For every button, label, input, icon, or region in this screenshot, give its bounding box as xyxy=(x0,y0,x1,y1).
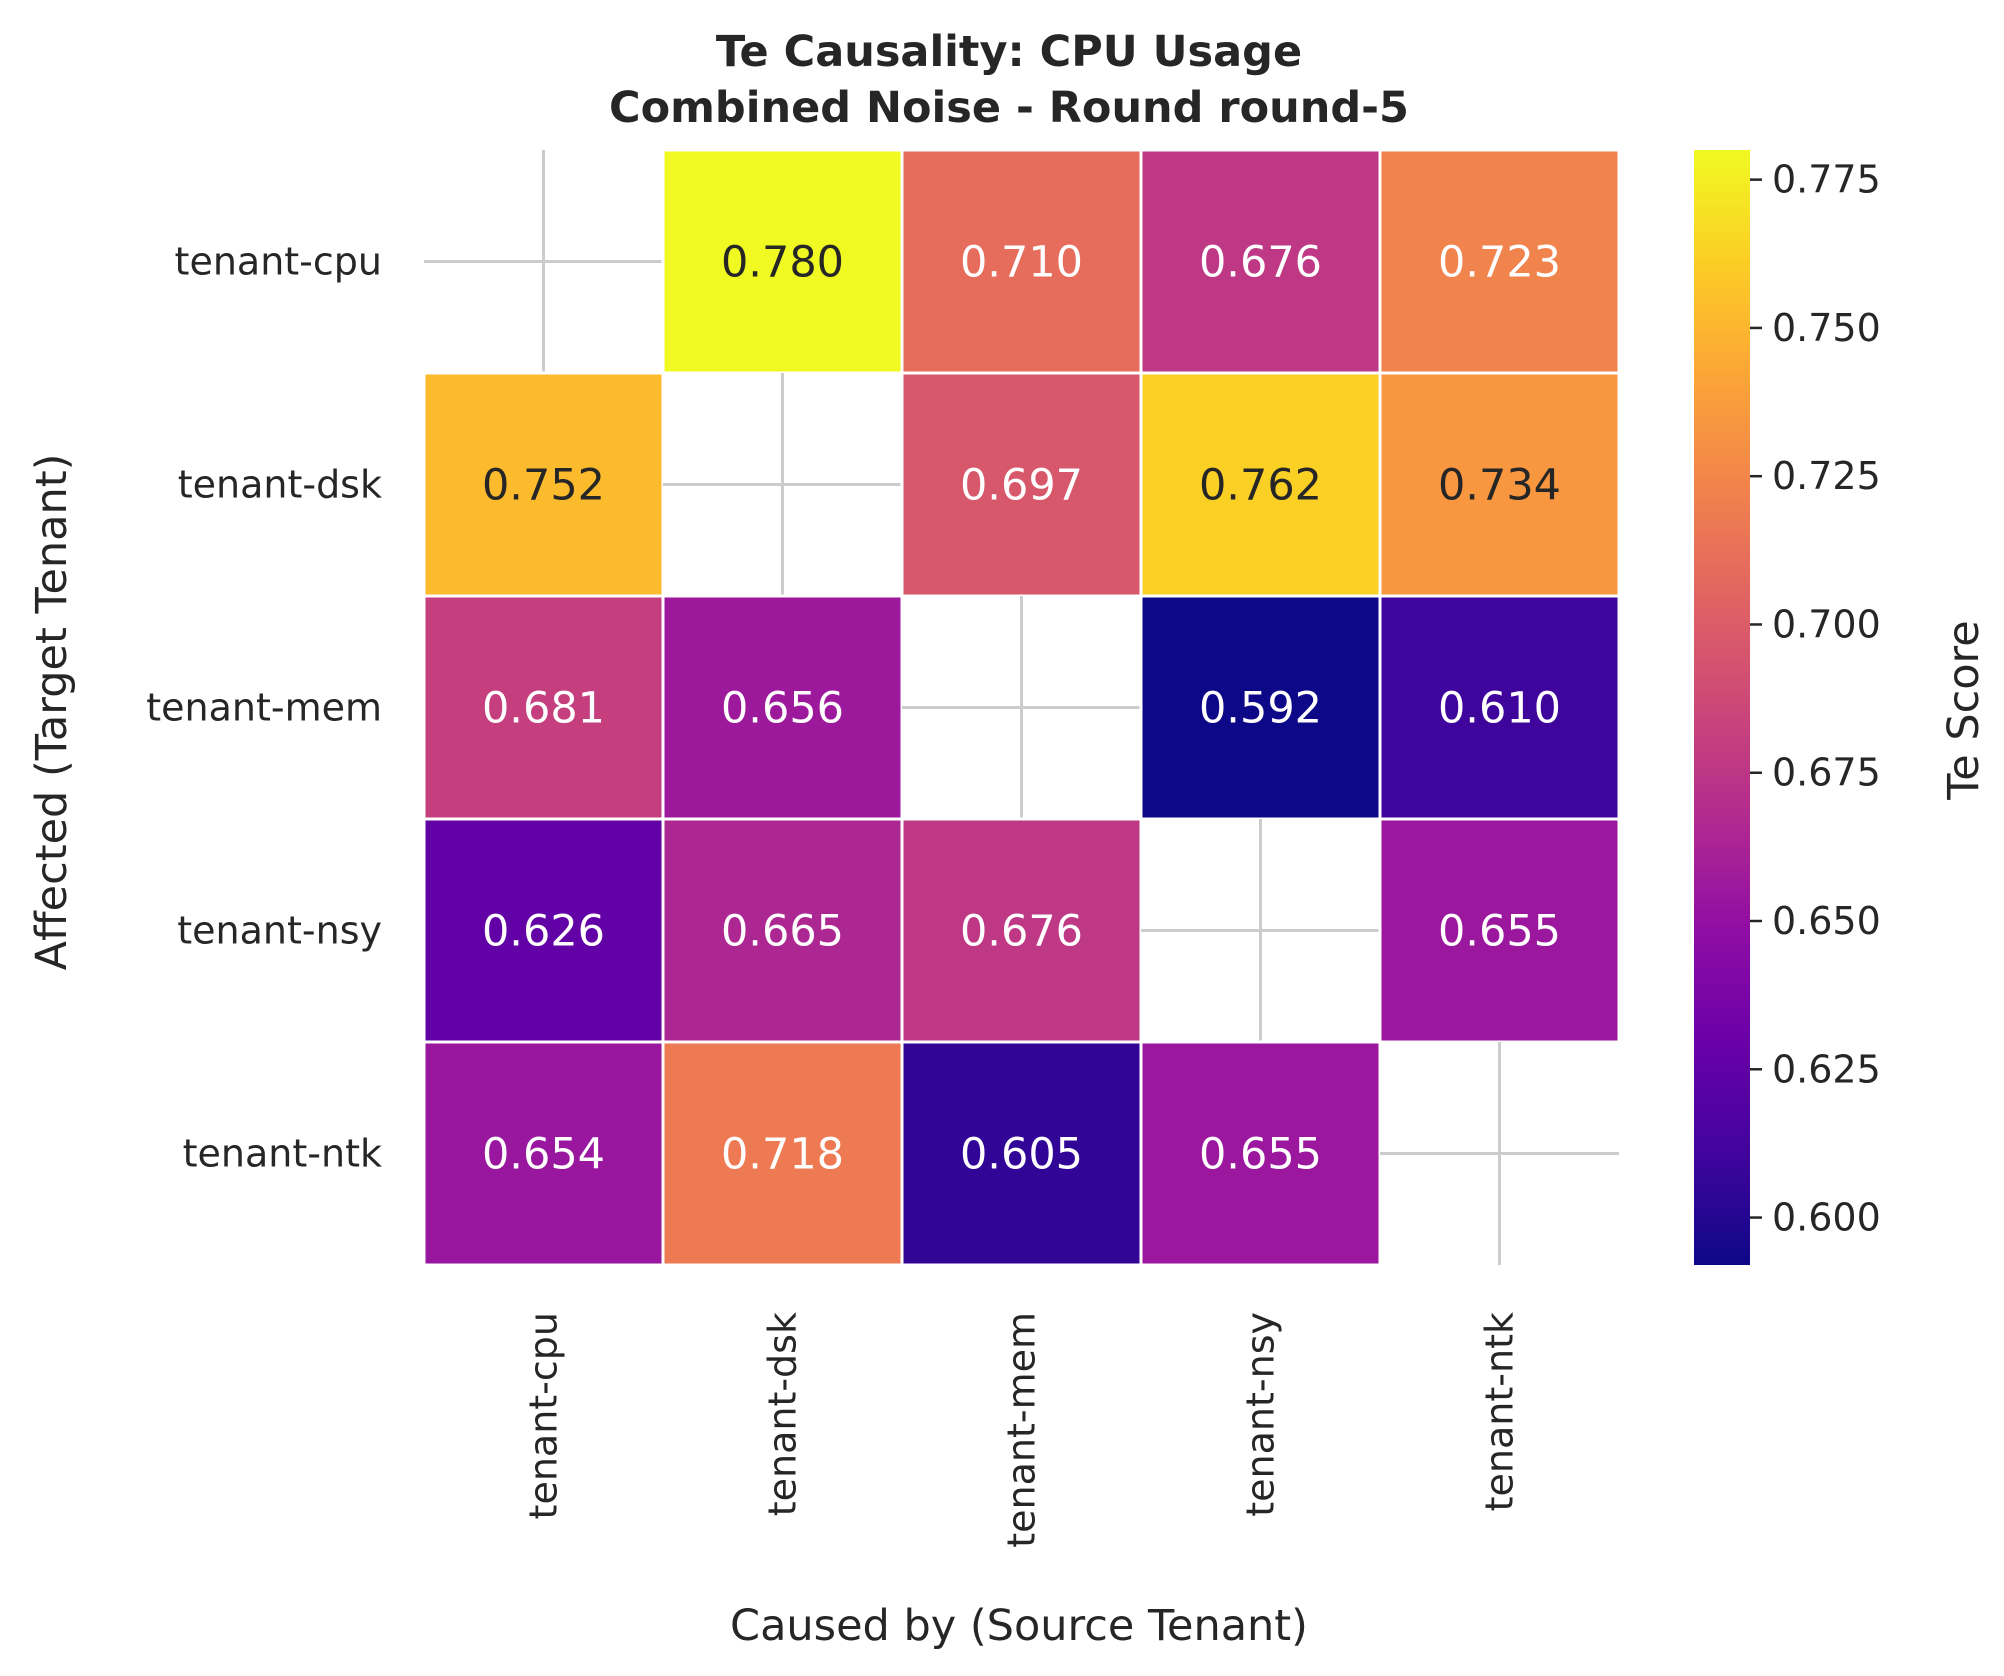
colorbar-tick-label: 0.625 xyxy=(1772,1047,1881,1091)
colorbar-tick-label: 0.750 xyxy=(1772,306,1881,350)
cell-value-label: 0.762 xyxy=(1199,461,1322,511)
heatmap-grid: 0.780 0.710 0.676 0.723 0.752 0.697 0.762 0.734… xyxy=(422,148,1621,1267)
colorbar-tick-label: 0.775 xyxy=(1772,158,1881,202)
colorbar-tick-label: 0.650 xyxy=(1772,899,1881,943)
colorbar-tick-label: 0.600 xyxy=(1772,1196,1881,1240)
y-axis-label: Affected (Target Tenant) xyxy=(27,454,77,971)
cell-value-label: 0.697 xyxy=(960,461,1083,511)
x-tick-label: tenant-mem xyxy=(1000,1312,1044,1548)
heatmap-cell xyxy=(422,1040,665,1267)
heatmap-cell xyxy=(1139,594,1382,821)
cell-value-label: 0.656 xyxy=(721,684,844,734)
x-tick-label: tenant-dsk xyxy=(761,1312,805,1516)
heatmap-cell xyxy=(900,817,1143,1044)
heatmap-cell xyxy=(422,371,665,598)
heatmap-cell xyxy=(422,594,665,821)
x-tick-label: tenant-ntk xyxy=(1478,1312,1522,1511)
heatmap-cell xyxy=(1378,371,1621,598)
colorbar-tick-label: 0.725 xyxy=(1772,454,1881,498)
cell-value-label: 0.605 xyxy=(960,1130,1083,1180)
heatmap-cell xyxy=(661,594,904,821)
y-tick-label: tenant-dsk xyxy=(178,463,382,507)
heatmap-cell xyxy=(661,148,904,375)
cell-value-label: 0.681 xyxy=(482,684,605,734)
cell-value-label: 0.654 xyxy=(482,1130,605,1180)
cell-value-label: 0.626 xyxy=(482,907,605,957)
chart-title-line-2: Combined Noise - Round round-5 xyxy=(609,83,1409,133)
cell-value-label: 0.655 xyxy=(1438,907,1561,957)
heatmap-cell xyxy=(1139,148,1382,375)
cell-value-label: 0.610 xyxy=(1438,684,1561,734)
heatmap-cell xyxy=(900,1040,1143,1267)
cell-value-label: 0.734 xyxy=(1438,461,1561,511)
y-tick-label: tenant-ntk xyxy=(183,1132,382,1176)
x-tick-label: tenant-nsy xyxy=(1239,1312,1283,1517)
cell-value-label: 0.676 xyxy=(1199,238,1322,288)
y-tick-label: tenant-mem xyxy=(146,686,382,730)
colorbar: 0.600 0.625 0.650 0.675 0.700 0.725 0.750 0.775 xyxy=(1694,150,1881,1265)
chart-title-line-1: Te Causality: CPU Usage xyxy=(716,27,1302,77)
colorbar-tick-label: 0.700 xyxy=(1772,602,1881,646)
cell-value-label: 0.752 xyxy=(482,461,605,511)
heatmap-cell xyxy=(422,817,665,1044)
y-tick-labels: tenant-cpu tenant-dsk tenant-mem tenant-nsy… xyxy=(146,240,382,1176)
y-tick-label: tenant-cpu xyxy=(175,240,382,284)
cell-value-label: 0.718 xyxy=(721,1130,844,1180)
x-tick-label: tenant-cpu xyxy=(522,1312,566,1519)
cell-value-label: 0.676 xyxy=(960,907,1083,957)
x-axis-label: Caused by (Source Tenant) xyxy=(730,1601,1308,1651)
heatmap-cell xyxy=(1378,817,1621,1044)
x-tick-labels: tenant-cpu tenant-dsk tenant-mem tenant-nsy… xyxy=(522,1312,1522,1548)
heatmap-cell xyxy=(1378,594,1621,821)
heatmap-cell xyxy=(1378,148,1621,375)
heatmap-cell xyxy=(661,817,904,1044)
cell-value-label: 0.710 xyxy=(960,238,1083,288)
heatmap-cell xyxy=(1139,371,1382,598)
cell-value-label: 0.723 xyxy=(1438,238,1561,288)
colorbar-tick-label: 0.675 xyxy=(1772,751,1881,795)
cell-value-label: 0.655 xyxy=(1199,1130,1322,1180)
cell-value-label: 0.665 xyxy=(721,907,844,957)
colorbar-gradient xyxy=(1694,150,1750,1265)
heatmap-cell xyxy=(1139,1040,1382,1267)
heatmap-cell xyxy=(900,371,1143,598)
heatmap-cell xyxy=(661,1040,904,1267)
y-tick-label: tenant-nsy xyxy=(177,909,382,953)
cell-value-label: 0.780 xyxy=(721,238,844,288)
cell-value-label: 0.592 xyxy=(1199,684,1322,734)
colorbar-label: Te Score xyxy=(1939,620,1989,801)
